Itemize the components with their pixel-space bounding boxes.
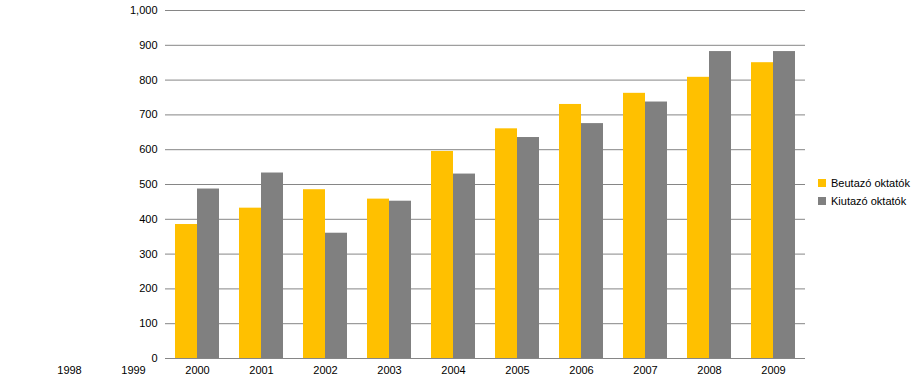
svg-text:2004: 2004 — [441, 364, 465, 376]
svg-text:700: 700 — [139, 108, 157, 120]
svg-text:2009: 2009 — [761, 364, 785, 376]
svg-text:0: 0 — [151, 352, 157, 364]
svg-text:2001: 2001 — [249, 364, 273, 376]
svg-text:1998: 1998 — [57, 364, 81, 376]
html-text:Kiutazó oktatók: Kiutazó oktatók — [831, 195, 907, 207]
svg-text:2007: 2007 — [633, 364, 657, 376]
svg-text:100: 100 — [139, 317, 157, 329]
svg-text:2000: 2000 — [185, 364, 209, 376]
svg-text:2008: 2008 — [697, 364, 721, 376]
svg-text:2005: 2005 — [505, 364, 529, 376]
svg-text:2003: 2003 — [377, 364, 401, 376]
svg-text:1,000: 1,000 — [130, 4, 158, 16]
svg-text:2006: 2006 — [569, 364, 593, 376]
svg-text:600: 600 — [139, 143, 157, 155]
html-text:Beutazó oktatók: Beutazó oktatók — [831, 177, 910, 189]
svg-text:200: 200 — [139, 282, 157, 294]
svg-text:500: 500 — [139, 178, 157, 190]
svg-text:1999: 1999 — [121, 364, 145, 376]
svg-text:300: 300 — [139, 248, 157, 260]
svg-text:800: 800 — [139, 74, 157, 86]
svg-text:900: 900 — [139, 39, 157, 51]
svg-text:2002: 2002 — [313, 364, 337, 376]
svg-text:400: 400 — [139, 213, 157, 225]
